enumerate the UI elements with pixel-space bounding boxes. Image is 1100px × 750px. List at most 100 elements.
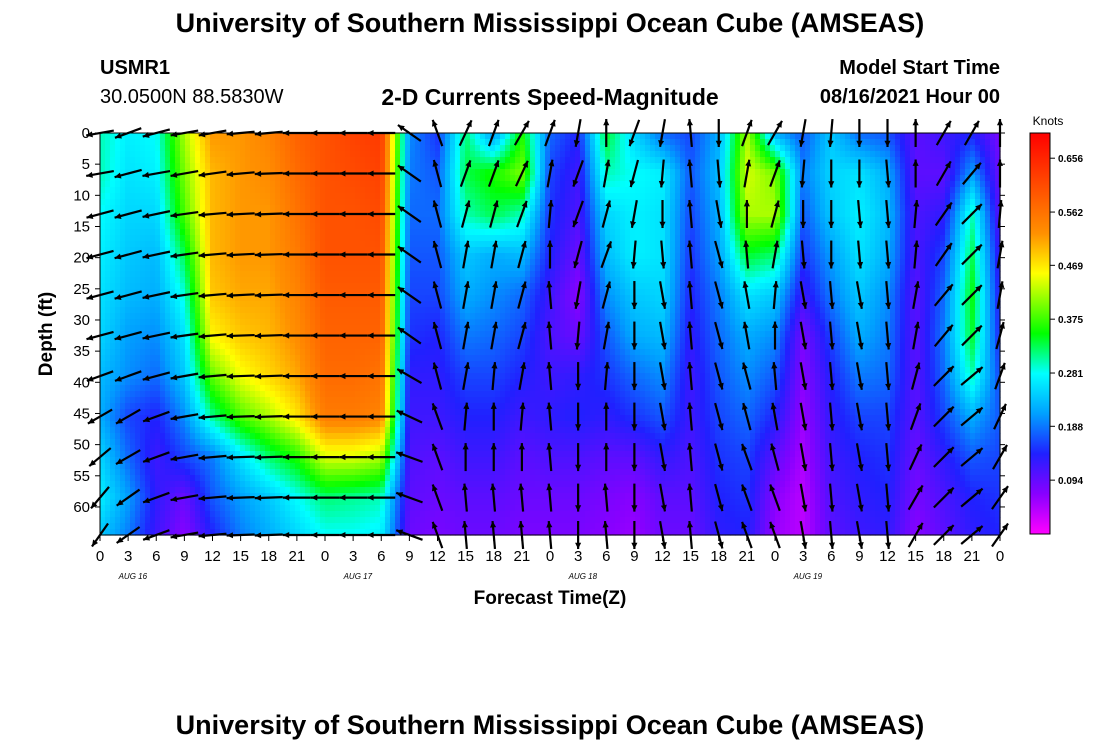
heatmap-cell xyxy=(675,169,681,176)
heatmap-cell xyxy=(790,253,796,260)
heatmap-cell xyxy=(945,217,951,224)
heatmap-cell xyxy=(210,151,216,158)
heatmap-cell xyxy=(850,139,856,146)
heatmap-cell xyxy=(995,157,1001,164)
heatmap-cell xyxy=(930,145,936,152)
heatmap-cell xyxy=(370,199,376,206)
heatmap-cell xyxy=(730,229,736,236)
heatmap-cell xyxy=(340,277,346,284)
heatmap-cell xyxy=(555,139,561,146)
heatmap-cell xyxy=(425,193,431,200)
heatmap-cell xyxy=(300,223,306,230)
heatmap-cell xyxy=(430,193,436,200)
heatmap-cell xyxy=(890,169,896,176)
heatmap-cell xyxy=(705,193,711,200)
heatmap-cell xyxy=(565,223,571,230)
heatmap-cell xyxy=(190,235,196,242)
heatmap-cell xyxy=(220,163,226,170)
heatmap-cell xyxy=(980,289,986,296)
heatmap-cell xyxy=(785,199,791,206)
heatmap-cell xyxy=(450,157,456,164)
heatmap-cell xyxy=(120,169,126,176)
heatmap-cell xyxy=(940,139,946,146)
heatmap-cell xyxy=(985,175,991,182)
heatmap-cell xyxy=(195,265,201,272)
heatmap-cell xyxy=(255,247,261,254)
heatmap-cell xyxy=(430,145,436,152)
heatmap-cell xyxy=(275,163,281,170)
heatmap-cell xyxy=(965,205,971,212)
heatmap-cell xyxy=(590,211,596,218)
heatmap-cell xyxy=(770,151,776,158)
heatmap-cell xyxy=(655,139,661,146)
heatmap-cell xyxy=(800,145,806,152)
heatmap-cell xyxy=(970,139,976,146)
heatmap-cell xyxy=(760,223,766,230)
heatmap-cell xyxy=(140,157,146,164)
heatmap-cell xyxy=(240,217,246,224)
heatmap-cell xyxy=(875,193,881,200)
heatmap-cell xyxy=(120,277,126,284)
heatmap-cell xyxy=(175,265,181,272)
heatmap-cell xyxy=(585,229,591,236)
heatmap-cell xyxy=(255,223,261,230)
heatmap-cell xyxy=(860,277,866,284)
heatmap-cell xyxy=(670,181,676,188)
heatmap-cell xyxy=(435,163,441,170)
heatmap-cell xyxy=(670,139,676,146)
heatmap-cell xyxy=(515,175,521,182)
heatmap-cell xyxy=(395,253,401,260)
heatmap-cell xyxy=(960,199,966,206)
heatmap-cell xyxy=(245,205,251,212)
heatmap-cell xyxy=(940,229,946,236)
heatmap-cell xyxy=(455,145,461,152)
heatmap-cell xyxy=(110,277,116,284)
heatmap-cell xyxy=(980,133,986,140)
heatmap-cell xyxy=(925,235,931,242)
heatmap-cell xyxy=(180,157,186,164)
heatmap-cell xyxy=(135,283,141,290)
heatmap-cell xyxy=(240,133,246,140)
heatmap-cell xyxy=(935,199,941,206)
heatmap-cell xyxy=(890,229,896,236)
heatmap-cell xyxy=(940,247,946,254)
heatmap-cell xyxy=(570,181,576,188)
heatmap-cell xyxy=(140,199,146,206)
heatmap-cell xyxy=(320,205,326,212)
heatmap-cell xyxy=(815,139,821,146)
heatmap-cell xyxy=(540,265,546,272)
heatmap-cell xyxy=(970,187,976,194)
heatmap-cell xyxy=(560,277,566,284)
heatmap-cell xyxy=(160,271,166,278)
heatmap-cell xyxy=(330,151,336,158)
heatmap-cell xyxy=(210,277,216,284)
heatmap-cell xyxy=(570,235,576,242)
heatmap-cell xyxy=(745,145,751,152)
heatmap-cell xyxy=(880,265,886,272)
heatmap-cell xyxy=(935,175,941,182)
heatmap-cell xyxy=(615,271,621,278)
heatmap-cell xyxy=(785,253,791,260)
heatmap-cell xyxy=(600,175,606,182)
heatmap-cell xyxy=(170,277,176,284)
heatmap-cell xyxy=(875,163,881,170)
heatmap-cell xyxy=(805,271,811,278)
heatmap-cell xyxy=(260,133,266,140)
heatmap-cell xyxy=(675,133,681,140)
heatmap-cell xyxy=(210,169,216,176)
heatmap-cell xyxy=(835,241,841,248)
heatmap-cell xyxy=(975,247,981,254)
heatmap-cell xyxy=(740,223,746,230)
heatmap-cell xyxy=(945,145,951,152)
heatmap-cell xyxy=(170,283,176,290)
heatmap-cell xyxy=(500,283,506,290)
heatmap-cell xyxy=(800,229,806,236)
heatmap-cell xyxy=(740,145,746,152)
heatmap-cell xyxy=(130,211,136,218)
heatmap-cell xyxy=(160,259,166,266)
heatmap-cell xyxy=(215,259,221,266)
heatmap-cell xyxy=(955,169,961,176)
heatmap-cell xyxy=(630,211,636,218)
heatmap-cell xyxy=(315,133,321,140)
heatmap-cell xyxy=(970,241,976,248)
